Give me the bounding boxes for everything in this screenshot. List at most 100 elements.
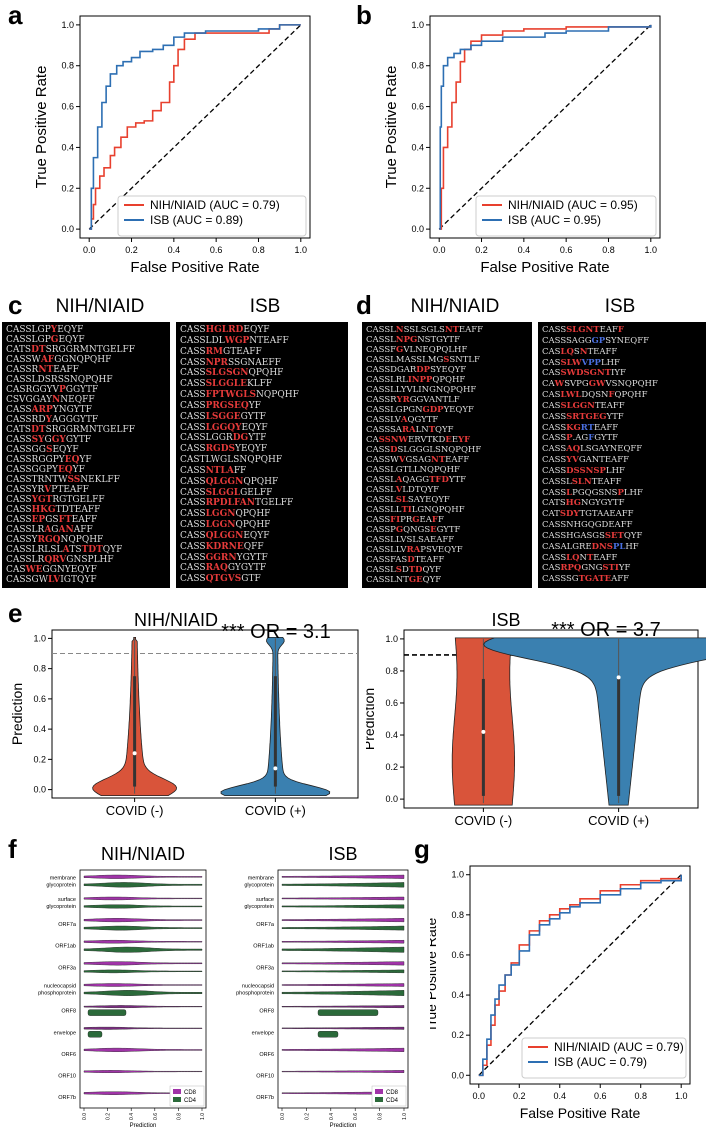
logo-sequence-row: CASSPRGSEQYF [180,400,261,411]
logo-sequence-row: CASSWAFGGNQPQHF [6,355,112,365]
logo-sequence-row: CASSLSGGEGYTF [180,411,266,422]
logo-sequence-row: CASSNTLAFF [180,465,247,476]
y-tick-label: 0.0 [451,1070,464,1080]
logo-sequence-row: CASSSLGSGNQPQHF [180,368,284,379]
legend-swatch [375,1089,383,1094]
legend-entry: CD4 [184,1098,197,1104]
violin-cd4 [87,1031,103,1038]
logo-sequence-row: CASSTRNTWSSNEKLFF [6,475,120,485]
y-axis-label: True Positive Rate [383,66,400,189]
x-tick-label: 0.4 [554,1091,567,1101]
protein-label: ORF7b [58,1095,76,1101]
legend-entry: CD8 [184,1090,197,1096]
logo-sequence-row: CATSDYTGTAAEAFF [542,509,634,520]
protein-label: ORF1ab [253,944,274,950]
violin-iqr [273,676,277,787]
roc-chart-g: 0.0 0.0 0.2 0.2 0.4 0.4 0.6 0.6 0.8 0.8 1.0 1.0 Fals… [430,865,691,1121]
y-tick-label: 0.0 [61,224,74,234]
x-tick-label: 0.6 [353,1113,359,1120]
logo-sequence-row: CASSRMGTEAFF [180,346,262,357]
violin-cd8 [281,961,405,966]
logo-c-left-title: NIH/NIAID [55,296,145,317]
logo-sequence-row: CASSSRTGEGYTF [542,411,624,422]
roc-chart-a: 0.0 0.0 0.2 0.2 0.4 0.4 0.6 0.6 0.8 0.8 1.0 1.0 Fals… [33,15,311,276]
protein-label: membrane [50,875,76,881]
y-tick-label: 1.0 [451,870,464,880]
logo-sequence-row: CASTLWGLSNQPQHF [180,455,283,465]
logo-sequence-row: CASSLLVSLSAEAFF [366,535,455,545]
logo-sequence-row: CASSKDRNEQFF [180,541,264,552]
x-tick-label: 1.0 [200,1113,206,1120]
logo-sequence-row: CASSHKGTDTEAFF [6,505,101,515]
violin-title: ISB [491,610,520,630]
protein-label: ORF8 [259,1009,274,1015]
protein-label: ORF7a [58,922,77,928]
logo-sequence-row: CASSFIPRGEAFF [366,515,444,525]
x-tick-label: 0.0 [280,1113,286,1120]
protein-label: surface [256,897,274,903]
protein-label: ORF3a [58,965,77,971]
violin-cd4 [281,969,405,974]
y-tick-label: 0.4 [61,142,74,152]
protein-violin-title: NIH/NIAID [101,844,185,864]
violin-cd4 [83,946,203,953]
odds-ratio-annotation: *** OR = 3.1 [221,621,331,643]
violin-cd4 [83,969,203,974]
logo-sequence-row: CASSDGARDPSYEQYF [366,365,467,375]
violin-cd8 [83,874,203,879]
legend-entry: ISB (AUC = 0.89) [150,213,243,227]
sequence-logo-d-isb: CASSSLGNTEAFF CASSSAGGGPSYNEQFF CASLQSNTEA… [538,322,706,588]
y-axis-label: True Positive Rate [430,917,439,1032]
y-tick-label: 0.2 [411,183,424,193]
logo-sequence-row: CASSLGPYEQYF [6,325,84,335]
logo-sequence-row: CASRPQGNGSTIYF [542,563,631,574]
y-axis-label: True Positive Rate [33,66,50,189]
violin-cd4 [281,925,405,931]
logo-sequence-row: CASSLLYVLINGNQPQHF [366,385,477,395]
violin-cd4 [281,946,405,953]
x-tick-label: 0.4 [168,245,181,255]
y-tick-label: 0.4 [33,724,46,734]
protein-label: ORF7b [256,1095,274,1101]
x-tick-label: 0.8 [602,245,615,255]
x-tick-label: 0.2 [513,1091,526,1101]
legend-swatch [173,1089,181,1094]
y-tick-label: 0.0 [33,785,46,795]
protein-label: ORF7a [256,922,275,928]
plot-frame [79,869,207,1109]
logo-sequence-row: CASSGGPYEQYF [6,465,85,475]
legend-swatch [375,1097,383,1102]
y-tick-label: 0.6 [411,102,424,112]
x-tick-label: 0.4 [129,1113,135,1120]
logo-sequence-row: CASLQSNTEAFF [542,346,618,357]
x-axis-label: Prediction [330,1123,357,1128]
protein-label: ORF10 [256,1074,274,1080]
roc-curve-1 [439,24,652,230]
y-tick-label: 0.2 [451,1030,464,1040]
x-tick-label: 0.8 [634,1091,647,1101]
violin-cd8 [83,940,203,944]
violin-cd8 [281,918,405,923]
logo-sequence-row: CASSLRQRVGNSPLHF [6,555,114,565]
violin-cd8 [83,1026,203,1030]
legend-swatch [173,1097,181,1102]
x-tick-label: 0.6 [153,1113,159,1120]
x-tick-label: 0.2 [475,245,488,255]
violin-median [132,751,137,756]
violin-cd4 [281,882,405,888]
logo-sequence-row: CASSGWLVIGTQYF [6,575,97,585]
protein-label: phosphoprotein [236,991,274,997]
logo-sequence-row: CASSSGTGATEAFF [542,574,630,585]
logo-sequence-row: CASSSARALNTQYF [366,425,454,435]
x-tick-label: 0.8 [176,1113,182,1120]
violin-median [481,729,486,734]
x-tick-label: 0.0 [473,1091,486,1101]
logo-sequence-row: CASSLVAQGYTF [366,415,439,425]
violin-cd8 [281,1047,405,1052]
logo-sequence-row: CASSYRGQNQPQHF [6,535,104,545]
protein-label: ORF6 [61,1052,76,1058]
y-tick-label: 0.4 [385,730,398,740]
violin-cd8 [83,896,203,901]
roc-curve-0 [439,24,652,230]
violin-cd8 [281,1070,405,1073]
